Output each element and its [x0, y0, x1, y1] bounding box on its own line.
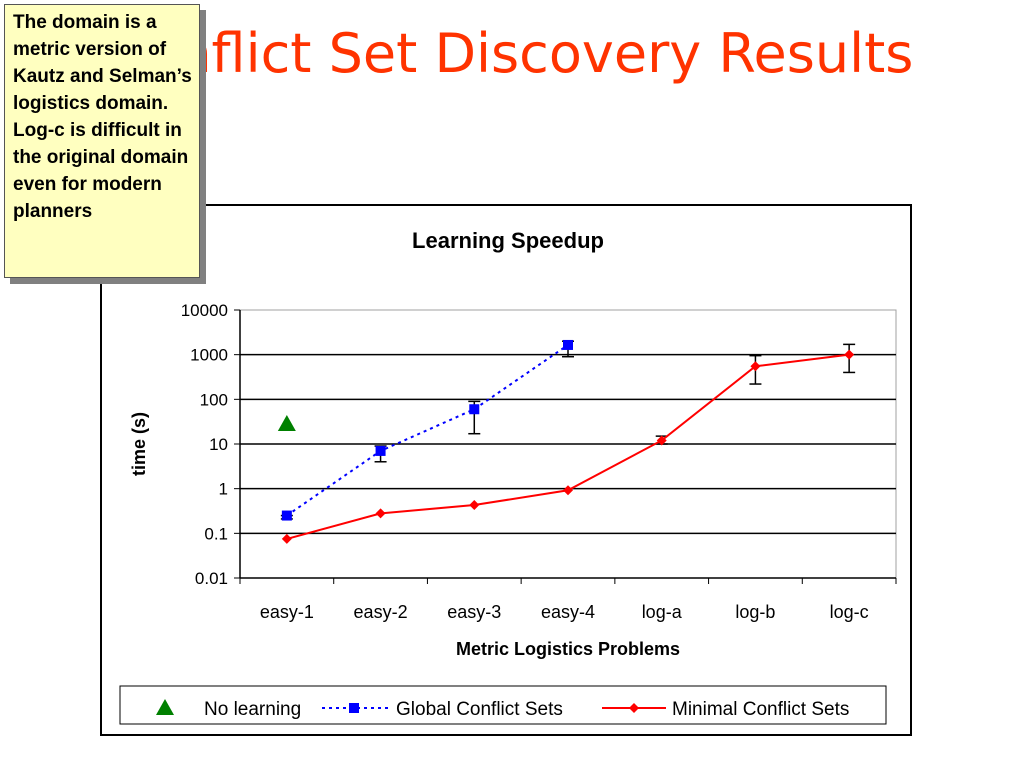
y-tick-label: 1 — [219, 480, 228, 499]
legend-label: No learning — [204, 699, 301, 720]
y-tick-label: 1000 — [190, 346, 228, 365]
data-point — [469, 404, 480, 415]
data-point — [469, 500, 480, 511]
data-point — [844, 349, 855, 360]
legend-marker — [629, 703, 639, 713]
legend-label: Global Conflict Sets — [396, 699, 563, 720]
chart: Learning Speedup 1000010001001010.10.01 … — [119, 228, 897, 725]
chart-title: Learning Speedup — [412, 228, 604, 253]
data-point — [750, 361, 761, 372]
series-line — [286, 344, 569, 517]
data-point — [563, 485, 573, 496]
slide-title: Conflict Set Discovery Results — [106, 22, 914, 85]
y-tick-label: 10000 — [181, 301, 228, 320]
callout-note: The domain is a metric version of Kautz … — [4, 4, 200, 278]
axes — [234, 309, 897, 584]
legend-label: Minimal Conflict Sets — [672, 699, 849, 720]
x-tick-label: easy-2 — [354, 602, 408, 622]
gridlines — [240, 353, 896, 535]
data-point — [375, 445, 386, 456]
series-layer — [277, 339, 856, 544]
data-point — [281, 533, 292, 544]
series-no-learning — [277, 415, 296, 432]
y-tick-label: 100 — [200, 390, 228, 409]
data-point — [281, 510, 292, 521]
data-point — [563, 339, 573, 350]
series-minimal-conflict-sets — [281, 343, 856, 544]
series-global-conflict-sets — [280, 339, 574, 521]
legend-marker — [349, 703, 359, 713]
legend-box — [119, 685, 887, 725]
x-tick-label: log-b — [735, 602, 775, 622]
legend: No learning Global Conflict Sets Minimal C… — [156, 699, 849, 720]
x-tick-labels: easy-1 easy-2 easy-3 easy-4 log-a log-b log-c — [260, 602, 869, 622]
x-tick-label: log-a — [642, 602, 683, 622]
data-point — [656, 435, 667, 446]
y-tick-label: 10 — [209, 435, 228, 454]
y-axis-label: time (s) — [129, 412, 149, 476]
legend-marker — [156, 699, 174, 715]
x-axis-label: Metric Logistics Problems — [456, 639, 680, 659]
y-tick-label: 0.1 — [204, 524, 228, 543]
x-tick-label: log-c — [830, 602, 869, 622]
x-tick-label: easy-4 — [541, 602, 595, 622]
y-tick-labels: 10000 1000 100 10 1 0.1 0.01 — [181, 301, 228, 588]
data-point — [375, 508, 386, 519]
x-tick-label: easy-1 — [260, 602, 314, 622]
data-point — [277, 415, 296, 432]
y-tick-label: 0.01 — [195, 569, 228, 588]
x-tick-label: easy-3 — [447, 602, 501, 622]
